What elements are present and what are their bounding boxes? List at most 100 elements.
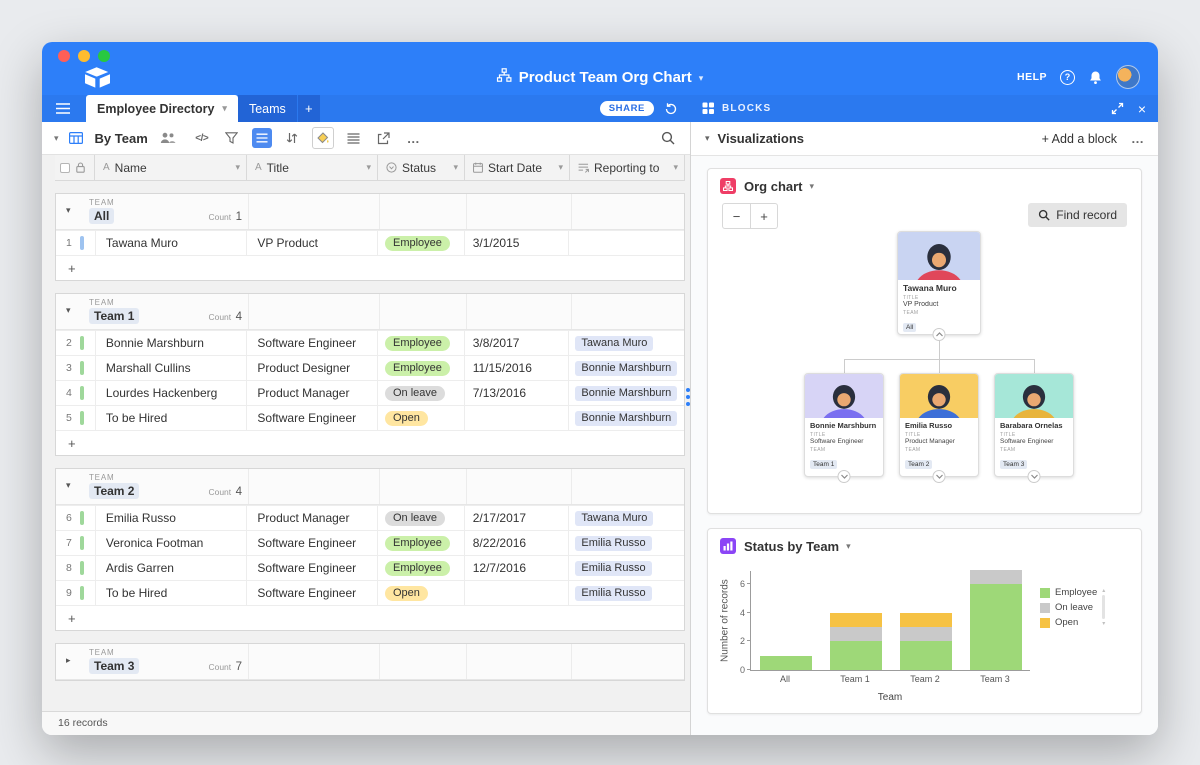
cell-reporting-to[interactable]: Emilia Russo xyxy=(569,531,684,555)
cell-status[interactable]: Employee xyxy=(378,231,465,255)
linked-record[interactable]: Tawana Muro xyxy=(575,335,654,351)
cell-start-date[interactable]: 2/17/2017 xyxy=(465,506,570,530)
cell-name[interactable]: Veronica Footman xyxy=(96,531,248,555)
row-handle-cell[interactable]: 4 xyxy=(56,381,96,405)
zoom-in-button[interactable]: + xyxy=(750,204,777,228)
column-header-reporting-to[interactable]: Reporting to ▾ xyxy=(570,155,685,180)
expand-panel-icon[interactable] xyxy=(1111,102,1124,115)
cell-status[interactable]: Employee xyxy=(378,556,465,580)
org-node-card[interactable]: Barabara Ornelas TITLE Software Engineer… xyxy=(994,373,1074,483)
cell-status[interactable]: Employee xyxy=(378,356,465,380)
tab-teams[interactable]: Teams xyxy=(237,95,297,122)
group-header[interactable]: ▾ TEAM All Count 1 xyxy=(56,194,684,230)
bar-team-2[interactable] xyxy=(900,612,952,670)
add-record-row[interactable]: + xyxy=(56,605,684,630)
scroll-down-icon[interactable]: ▾ xyxy=(1102,621,1106,627)
cell-status[interactable]: Employee xyxy=(378,531,465,555)
bell-icon[interactable] xyxy=(1088,70,1103,85)
caret-down-icon[interactable]: ▾ xyxy=(673,162,678,172)
cell-name[interactable]: Bonnie Marshburn xyxy=(96,331,248,355)
cell-name[interactable]: Marshall Cullins xyxy=(96,356,248,380)
group-header[interactable]: ▾ TEAM Team 1 Count 4 xyxy=(56,294,684,330)
status-badge[interactable]: Employee xyxy=(385,235,450,251)
cell-name[interactable]: Emilia Russo xyxy=(96,506,248,530)
column-header-status[interactable]: Status ▾ xyxy=(378,155,465,180)
cell-start-date[interactable]: 3/8/2017 xyxy=(465,331,570,355)
expand-node-button[interactable] xyxy=(837,470,851,483)
panel-resize-handle[interactable] xyxy=(686,388,690,406)
group-collapse-caret[interactable]: ▾ xyxy=(66,480,71,490)
cell-start-date[interactable] xyxy=(465,581,570,605)
cell-start-date[interactable]: 3/1/2015 xyxy=(465,231,570,255)
group-header[interactable]: ▾ TEAM Team 2 Count 4 xyxy=(56,469,684,505)
question-icon[interactable]: ? xyxy=(1060,69,1075,85)
sort-icon[interactable] xyxy=(282,128,302,148)
expand-node-button[interactable] xyxy=(932,470,946,483)
cell-reporting-to[interactable]: Tawana Muro xyxy=(569,506,684,530)
cell-name[interactable]: To be Hired xyxy=(96,406,248,430)
cell-reporting-to[interactable]: Emilia Russo xyxy=(569,581,684,605)
row-handle-cell[interactable]: 5 xyxy=(56,406,96,430)
caret-down-icon[interactable]: ▾ xyxy=(222,103,227,113)
org-node-card[interactable]: Tawana Muro TITLE VP Product TEAM All xyxy=(897,231,981,341)
view-name[interactable]: By Team xyxy=(94,130,148,146)
more-options-icon[interactable]: … xyxy=(406,130,421,146)
cell-name[interactable]: Lourdes Hackenberg xyxy=(96,381,248,405)
column-header-name[interactable]: A Name ▾ xyxy=(95,155,247,180)
status-badge[interactable]: Employee xyxy=(385,360,450,376)
cell-name[interactable]: Ardis Garren xyxy=(96,556,248,580)
cell-reporting-to[interactable]: Bonnie Marshburn xyxy=(569,381,684,405)
cell-name[interactable]: To be Hired xyxy=(96,581,248,605)
cell-status[interactable]: Open xyxy=(378,406,465,430)
row-handle-cell[interactable]: 2 xyxy=(56,331,96,355)
scroll-up-icon[interactable]: ▴ xyxy=(1102,588,1106,594)
cell-reporting-to[interactable] xyxy=(569,231,684,255)
cell-reporting-to[interactable]: Tawana Muro xyxy=(569,331,684,355)
caret-down-icon[interactable]: ▾ xyxy=(809,180,815,191)
share-view-icon[interactable] xyxy=(374,128,394,148)
row-handle-cell[interactable]: 9 xyxy=(56,581,96,605)
bar-team-1[interactable] xyxy=(830,612,882,670)
user-avatar[interactable] xyxy=(1116,65,1140,89)
menu-icon[interactable] xyxy=(56,103,70,114)
cell-status[interactable]: On leave xyxy=(378,506,465,530)
minimize-window-button[interactable] xyxy=(78,50,90,62)
cell-reporting-to[interactable]: Bonnie Marshburn xyxy=(569,356,684,380)
group-collapse-caret[interactable]: ▾ xyxy=(66,305,71,315)
block-header[interactable]: Status by Team ▾ xyxy=(708,529,1141,561)
cell-title[interactable]: Software Engineer xyxy=(247,581,378,605)
collapse-node-button[interactable] xyxy=(932,328,946,341)
cell-status[interactable]: Employee xyxy=(378,331,465,355)
org-node-card[interactable]: Emilia Russo TITLE Product Manager TEAM … xyxy=(899,373,979,483)
caret-down-icon[interactable]: ▾ xyxy=(705,133,710,143)
close-panel-icon[interactable]: × xyxy=(1137,100,1146,117)
cell-start-date[interactable] xyxy=(465,406,570,430)
linked-record[interactable]: Bonnie Marshburn xyxy=(575,410,678,426)
airtable-logo-icon[interactable] xyxy=(84,66,111,89)
cell-title[interactable]: Product Designer xyxy=(247,356,378,380)
color-icon[interactable] xyxy=(311,127,334,149)
cell-title[interactable]: Software Engineer xyxy=(247,531,378,555)
caret-down-icon[interactable]: ▾ xyxy=(558,162,563,172)
row-handle-cell[interactable]: 7 xyxy=(56,531,96,555)
caret-down-icon[interactable]: ▾ xyxy=(453,162,458,172)
more-options-icon[interactable]: … xyxy=(1131,131,1144,146)
status-badge[interactable]: On leave xyxy=(385,385,446,401)
cell-title[interactable]: Software Engineer xyxy=(247,406,378,430)
status-badge[interactable]: Employee xyxy=(385,560,450,576)
row-handle-cell[interactable]: 3 xyxy=(56,356,96,380)
help-button[interactable]: HELP xyxy=(1016,71,1047,83)
status-badge[interactable]: On leave xyxy=(385,510,446,526)
linked-record[interactable]: Emilia Russo xyxy=(575,560,652,576)
linked-record[interactable]: Tawana Muro xyxy=(575,510,654,526)
linked-record[interactable]: Bonnie Marshburn xyxy=(575,385,678,401)
column-header-start-date[interactable]: Start Date ▾ xyxy=(465,155,570,180)
row-handle-cell[interactable]: 8 xyxy=(56,556,96,580)
zoom-window-button[interactable] xyxy=(98,50,110,62)
status-badge[interactable]: Employee xyxy=(385,535,450,551)
add-table-button[interactable]: + xyxy=(297,95,320,122)
cell-start-date[interactable]: 12/7/2016 xyxy=(465,556,570,580)
row-height-icon[interactable] xyxy=(344,128,364,148)
bar-all[interactable] xyxy=(760,655,812,670)
cell-title[interactable]: Software Engineer xyxy=(247,331,378,355)
